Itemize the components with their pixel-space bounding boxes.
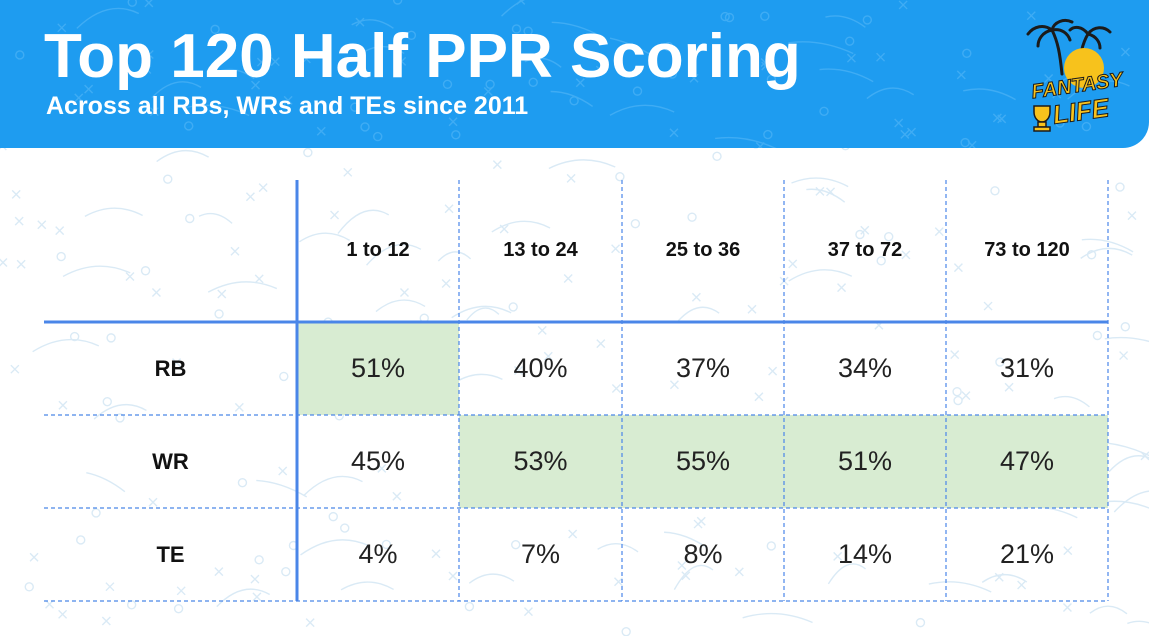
table-value-cell: 14% <box>837 539 893 569</box>
logo-text-life: LIFE <box>1051 92 1112 130</box>
table-value-cell: 51% <box>837 446 893 476</box>
sun-icon <box>1064 48 1104 88</box>
table-value-cell: 31% <box>999 353 1055 383</box>
page-title: Top 120 Half PPR Scoring <box>44 22 801 91</box>
table-value-cell: 34% <box>837 353 893 383</box>
table-value-cell: 40% <box>513 353 568 383</box>
highlight-cell <box>297 322 459 415</box>
column-header: 37 to 72 <box>827 238 903 261</box>
trophy-icon <box>1033 105 1051 132</box>
column-header: 1 to 12 <box>346 238 410 261</box>
table-value-cell: 53% <box>513 446 568 476</box>
row-header: TE <box>156 541 185 567</box>
fantasy-life-logo: FANTASY LIFE <box>1026 18 1126 132</box>
highlight-cell <box>622 415 784 508</box>
table-value-cell: 47% <box>999 446 1055 476</box>
table-value-cell: 51% <box>350 353 406 383</box>
row-header: RB <box>154 355 187 381</box>
row-header: WR <box>152 448 189 474</box>
page-subtitle: Across all RBs, WRs and TEs since 2011 <box>46 92 529 120</box>
highlight-cell <box>459 415 622 508</box>
table-value-cell: 21% <box>999 539 1055 569</box>
column-header: 73 to 120 <box>984 238 1070 261</box>
table-value-cell: 55% <box>675 446 731 476</box>
table-value-cell: 7% <box>520 539 561 569</box>
table-value-cell: 37% <box>675 353 731 383</box>
header-pattern <box>15 0 1130 148</box>
table-value-cell: 4% <box>358 539 398 569</box>
column-header: 25 to 36 <box>665 238 741 261</box>
table-value-cell: 45% <box>350 446 406 476</box>
column-header: 13 to 24 <box>503 238 578 261</box>
highlight-cell <box>784 415 946 508</box>
highlight-cell <box>946 415 1108 508</box>
header-banner: Top 120 Half PPR Scoring Across all RBs,… <box>0 0 1149 148</box>
table-value-cell: 8% <box>683 539 723 569</box>
